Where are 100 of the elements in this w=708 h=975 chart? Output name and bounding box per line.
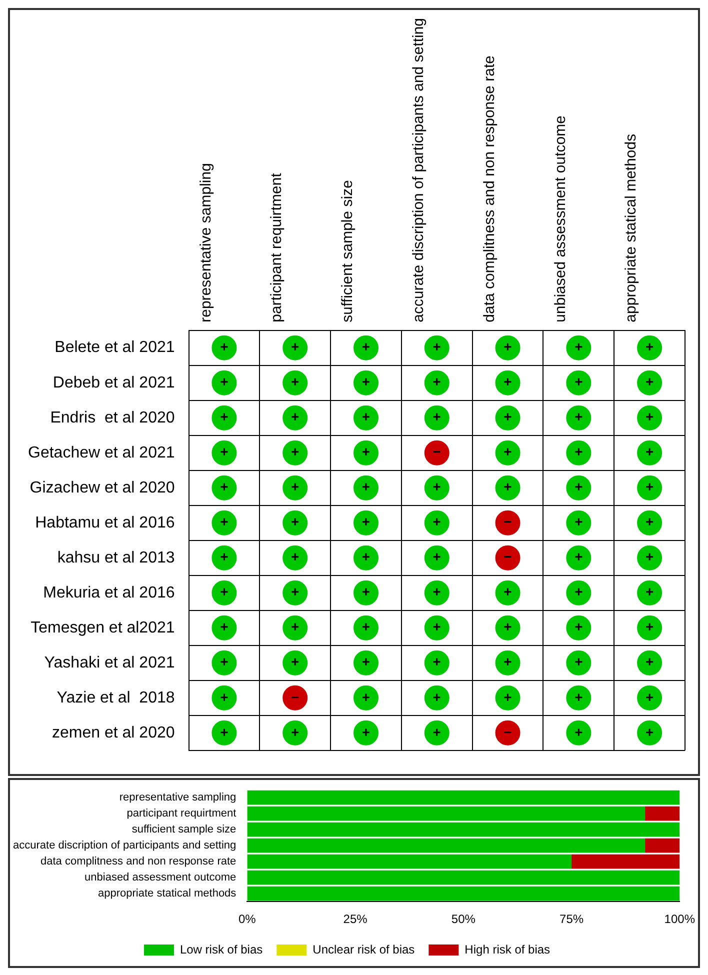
text: + bbox=[220, 654, 228, 670]
text: + bbox=[574, 514, 583, 530]
text: + bbox=[291, 478, 300, 495]
text: + bbox=[220, 618, 228, 635]
text: + bbox=[504, 584, 512, 600]
text: + bbox=[432, 548, 441, 565]
y-tick-label: appropriate statical methods bbox=[98, 888, 237, 900]
text: + bbox=[645, 654, 654, 670]
text: + bbox=[504, 374, 512, 390]
text: + bbox=[645, 478, 654, 495]
text: + bbox=[432, 618, 441, 635]
text: + bbox=[362, 478, 370, 495]
text: + bbox=[291, 374, 300, 390]
text: + bbox=[432, 688, 441, 705]
x-tick-label: 100% bbox=[664, 912, 696, 926]
y-tick-label: unbiased assessment outcome bbox=[84, 872, 236, 884]
text: + bbox=[645, 548, 654, 565]
text: + bbox=[220, 724, 228, 740]
y-tick-label: participant requirtment bbox=[126, 808, 236, 820]
text: + bbox=[574, 338, 583, 355]
text: − bbox=[291, 688, 300, 705]
text: + bbox=[574, 654, 583, 670]
text: − bbox=[504, 724, 512, 740]
text: + bbox=[432, 724, 441, 740]
text: + bbox=[291, 444, 300, 460]
text: + bbox=[362, 688, 370, 705]
text: + bbox=[362, 724, 370, 740]
y-tick-label: Habtamu et al 2016 bbox=[35, 514, 175, 532]
x-tick-label: data complitness and non response rate bbox=[480, 55, 498, 322]
y-tick-label: data complitness and non response rate bbox=[40, 856, 236, 868]
text: + bbox=[504, 408, 512, 425]
legend-label: High risk of bias bbox=[464, 942, 550, 956]
text: + bbox=[574, 724, 583, 740]
y-tick-label: sufficient sample size bbox=[132, 824, 236, 836]
y-tick-label: Gizachew et al 2020 bbox=[30, 479, 175, 496]
text: + bbox=[504, 618, 512, 635]
text: + bbox=[645, 338, 654, 355]
legend-label: Low risk of bias bbox=[180, 942, 263, 956]
text: + bbox=[220, 374, 228, 390]
text: − bbox=[432, 444, 441, 460]
text: − bbox=[504, 514, 512, 530]
text: + bbox=[362, 618, 370, 635]
y-tick-label: Mekuria et al 2016 bbox=[43, 584, 175, 602]
text: + bbox=[220, 338, 228, 355]
text: + bbox=[645, 444, 654, 460]
text: + bbox=[645, 374, 654, 390]
text: + bbox=[574, 584, 583, 600]
text: + bbox=[432, 338, 441, 355]
text: + bbox=[220, 444, 228, 460]
text: + bbox=[432, 408, 441, 425]
text: + bbox=[432, 478, 441, 495]
text: + bbox=[574, 618, 583, 635]
text: + bbox=[574, 408, 583, 425]
text: + bbox=[574, 688, 583, 705]
x-tick-label: appropriate statical methods bbox=[622, 134, 640, 322]
y-tick-label: Temesgen et al2021 bbox=[30, 619, 175, 636]
text: + bbox=[574, 374, 583, 390]
text: + bbox=[291, 548, 300, 565]
text: + bbox=[645, 688, 654, 705]
y-tick-label: kahsu et al 2013 bbox=[57, 549, 175, 566]
text: + bbox=[432, 514, 441, 530]
y-tick-label: Yashaki et al 2021 bbox=[44, 654, 175, 672]
text: + bbox=[504, 688, 512, 705]
y-tick-label: Debeb et al 2021 bbox=[52, 374, 175, 392]
text: + bbox=[362, 408, 370, 425]
text: − bbox=[504, 548, 512, 565]
text: + bbox=[504, 654, 512, 670]
text: + bbox=[291, 514, 300, 530]
text: + bbox=[432, 654, 441, 670]
text: + bbox=[362, 548, 370, 565]
text: + bbox=[220, 584, 228, 600]
x-tick-label: 75% bbox=[560, 912, 584, 926]
text: + bbox=[291, 618, 300, 635]
text: + bbox=[504, 444, 512, 460]
text: + bbox=[362, 444, 370, 460]
text: + bbox=[291, 584, 300, 600]
text: + bbox=[504, 478, 512, 495]
x-tick-label: accurate discription of participants and setting bbox=[410, 18, 428, 322]
y-tick-label: representative sampling bbox=[119, 792, 236, 804]
text: + bbox=[362, 374, 370, 390]
text: + bbox=[645, 724, 654, 740]
text: + bbox=[362, 584, 370, 600]
y-tick-label: Endris et al 2020 bbox=[50, 409, 175, 426]
text: + bbox=[574, 548, 583, 565]
text: + bbox=[291, 338, 300, 355]
x-tick-label: 25% bbox=[343, 912, 368, 926]
text: + bbox=[220, 688, 228, 705]
y-tick-label: Getachew et al 2021 bbox=[28, 444, 175, 462]
text: + bbox=[362, 654, 370, 670]
text: + bbox=[220, 408, 228, 425]
text: + bbox=[220, 548, 228, 565]
text: + bbox=[574, 478, 583, 495]
text: + bbox=[432, 584, 441, 600]
legend-label: Unclear risk of bias bbox=[312, 942, 415, 956]
text: + bbox=[220, 478, 228, 495]
text: + bbox=[362, 514, 370, 530]
text: + bbox=[291, 724, 300, 740]
text: + bbox=[574, 444, 583, 460]
y-tick-label: zemen et al 2020 bbox=[52, 724, 175, 742]
text: + bbox=[645, 618, 654, 635]
